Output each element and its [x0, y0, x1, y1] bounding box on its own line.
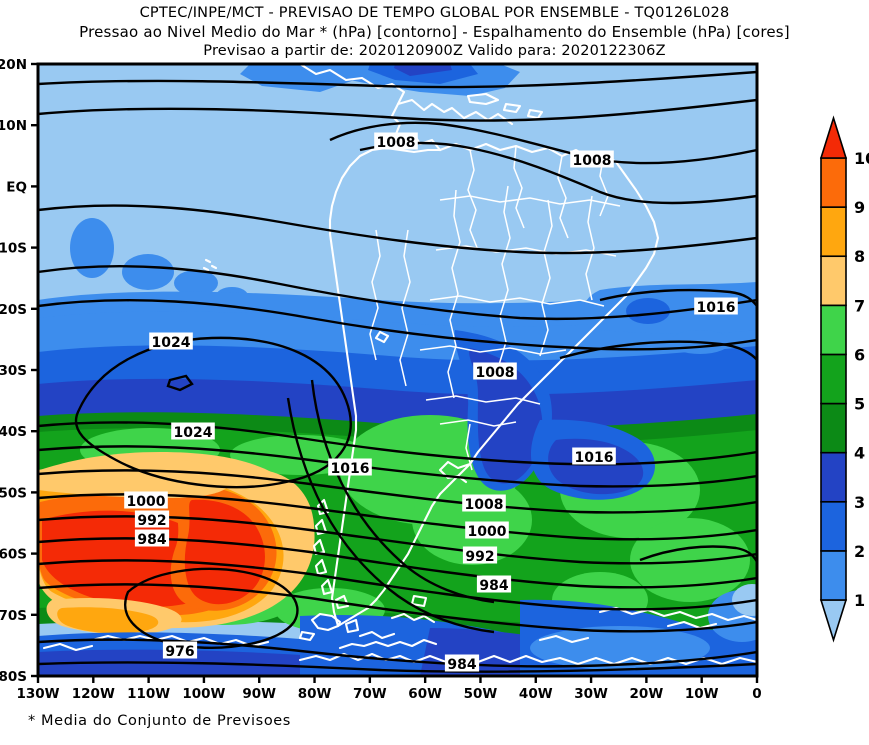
- contour-label-bg: [124, 491, 168, 509]
- colorbar-segment: [820, 500, 847, 552]
- y-tick-label: 60S: [0, 547, 27, 563]
- contour-label: 1008: [465, 497, 504, 513]
- y-tick-label: 70S: [0, 608, 27, 624]
- x-tick-label: 130W: [16, 686, 59, 702]
- x-tick-label: 0: [752, 686, 761, 702]
- y-tick-label: 30S: [0, 363, 27, 379]
- colorbar-segment: [820, 353, 847, 405]
- colorbar-tick-label: 7: [854, 296, 865, 315]
- colorbar-tick-label: 10: [854, 149, 869, 168]
- contour-label: 1008: [573, 153, 612, 169]
- colorbar-segment: [820, 255, 847, 307]
- colorbar-over-arrow: [819, 115, 848, 159]
- header-line-1: CPTEC/INPE/MCT - PREVISAO DE TEMPO GLOBA…: [139, 5, 730, 21]
- y-tick-label: 10N: [0, 118, 27, 134]
- contour-label-bg: [476, 575, 512, 593]
- colorbar-tick-label: 1: [854, 591, 865, 610]
- x-tick-label: 20W: [630, 686, 664, 702]
- colorbar-tick-label: 9: [854, 198, 865, 217]
- colorbar-tick-label: 8: [854, 247, 865, 266]
- y-axis-ticks: 20N 10N EQ 10S 20S 30S 40S 50S 60S 70S 80S: [0, 57, 38, 685]
- contour-label-bg: [134, 529, 170, 547]
- contour-label: 1024: [174, 425, 213, 441]
- header-line-3: Previsao a partir de: 2020120900Z Valido…: [203, 43, 666, 59]
- colorbar-tick-label: 6: [854, 345, 865, 364]
- x-tick-label: 80W: [298, 686, 332, 702]
- y-tick-label: 20N: [0, 57, 27, 73]
- footnote: * Media do Conjunto de Previsoes: [28, 713, 291, 729]
- contour-label-bg: [465, 521, 509, 539]
- contour-label: 1024: [152, 335, 191, 351]
- x-tick-label: 50W: [464, 686, 498, 702]
- contour-label-bg: [462, 494, 506, 512]
- colorbar-tick-label: 2: [854, 542, 865, 561]
- contour-label-bg: [134, 510, 170, 528]
- contour-label: 984: [479, 578, 508, 594]
- contour-label: 992: [465, 549, 494, 565]
- y-tick-label: 20S: [0, 302, 27, 318]
- colorbar-segment: [820, 550, 847, 601]
- contour-label: 1016: [575, 450, 614, 466]
- colorbar-tick-label: 4: [854, 444, 865, 463]
- y-tick-label: 80S: [0, 669, 27, 685]
- y-tick-label: 10S: [0, 241, 27, 257]
- header-line-2: Pressao ao Nivel Medio do Mar * (hPa) [c…: [79, 23, 790, 41]
- contour-label-bg: [572, 447, 616, 465]
- x-tick-label: 10W: [685, 686, 719, 702]
- x-tick-label: 100W: [182, 686, 225, 702]
- x-tick-label: 40W: [519, 686, 553, 702]
- x-tick-label: 90W: [242, 686, 276, 702]
- contour-label: 1000: [468, 524, 507, 540]
- contour-label-bg: [374, 132, 418, 150]
- contour-label-bg: [462, 546, 498, 564]
- y-tick-label: EQ: [6, 179, 27, 195]
- x-tick-label: 30W: [574, 686, 608, 702]
- y-tick-label: 50S: [0, 485, 27, 501]
- contour-label-bg: [694, 297, 738, 315]
- colorbar-segment: [820, 157, 847, 208]
- colorbar-segment: [820, 304, 847, 356]
- contour-label-bg: [473, 362, 517, 380]
- chart-header: CPTEC/INPE/MCT - PREVISAO DE TEMPO GLOBA…: [0, 0, 869, 61]
- contour-label-bg: [162, 641, 198, 659]
- contour-label-bg: [444, 654, 480, 672]
- x-axis-ticks: 130W 120W 110W 100W 90W 80W 70W 60W 50W 40W 30W 20W…: [16, 676, 762, 702]
- contour-label-bg: [149, 332, 193, 350]
- colorbar: 1 2 3 4 5 6 7 8 9 10: [819, 115, 869, 643]
- colorbar-segment: [820, 206, 847, 258]
- x-tick-label: 70W: [353, 686, 387, 702]
- colorbar-under-arrow: [819, 599, 848, 643]
- contour-label: 1000: [127, 494, 166, 510]
- spread-shading: [38, 64, 757, 676]
- contour-label: 984: [137, 532, 166, 548]
- colorbar-segment: [820, 402, 847, 454]
- x-tick-label: 120W: [72, 686, 115, 702]
- colorbar-tick-label: 5: [854, 395, 865, 414]
- contour-label: 984: [447, 657, 476, 673]
- x-tick-label: 110W: [127, 686, 170, 702]
- contour-label: 1016: [331, 461, 370, 477]
- colorbar-segment: [820, 451, 847, 503]
- colorbar-tick-label: 3: [854, 493, 865, 512]
- x-tick-label: 60W: [408, 686, 442, 702]
- contour-label: 976: [165, 644, 194, 660]
- contour-label-bg: [171, 422, 215, 440]
- contour-label: 1008: [377, 135, 416, 151]
- contour-label-bg: [328, 458, 372, 476]
- contour-label-group: 1008 1008 1016 1024 1008 1024 1016 1016 1000 1008…: [124, 132, 738, 673]
- contour-label: 1008: [476, 365, 515, 381]
- contour-label: 1016: [697, 300, 736, 316]
- contour-label: 992: [137, 513, 166, 529]
- y-tick-label: 40S: [0, 424, 27, 440]
- contour-label-bg: [570, 150, 614, 168]
